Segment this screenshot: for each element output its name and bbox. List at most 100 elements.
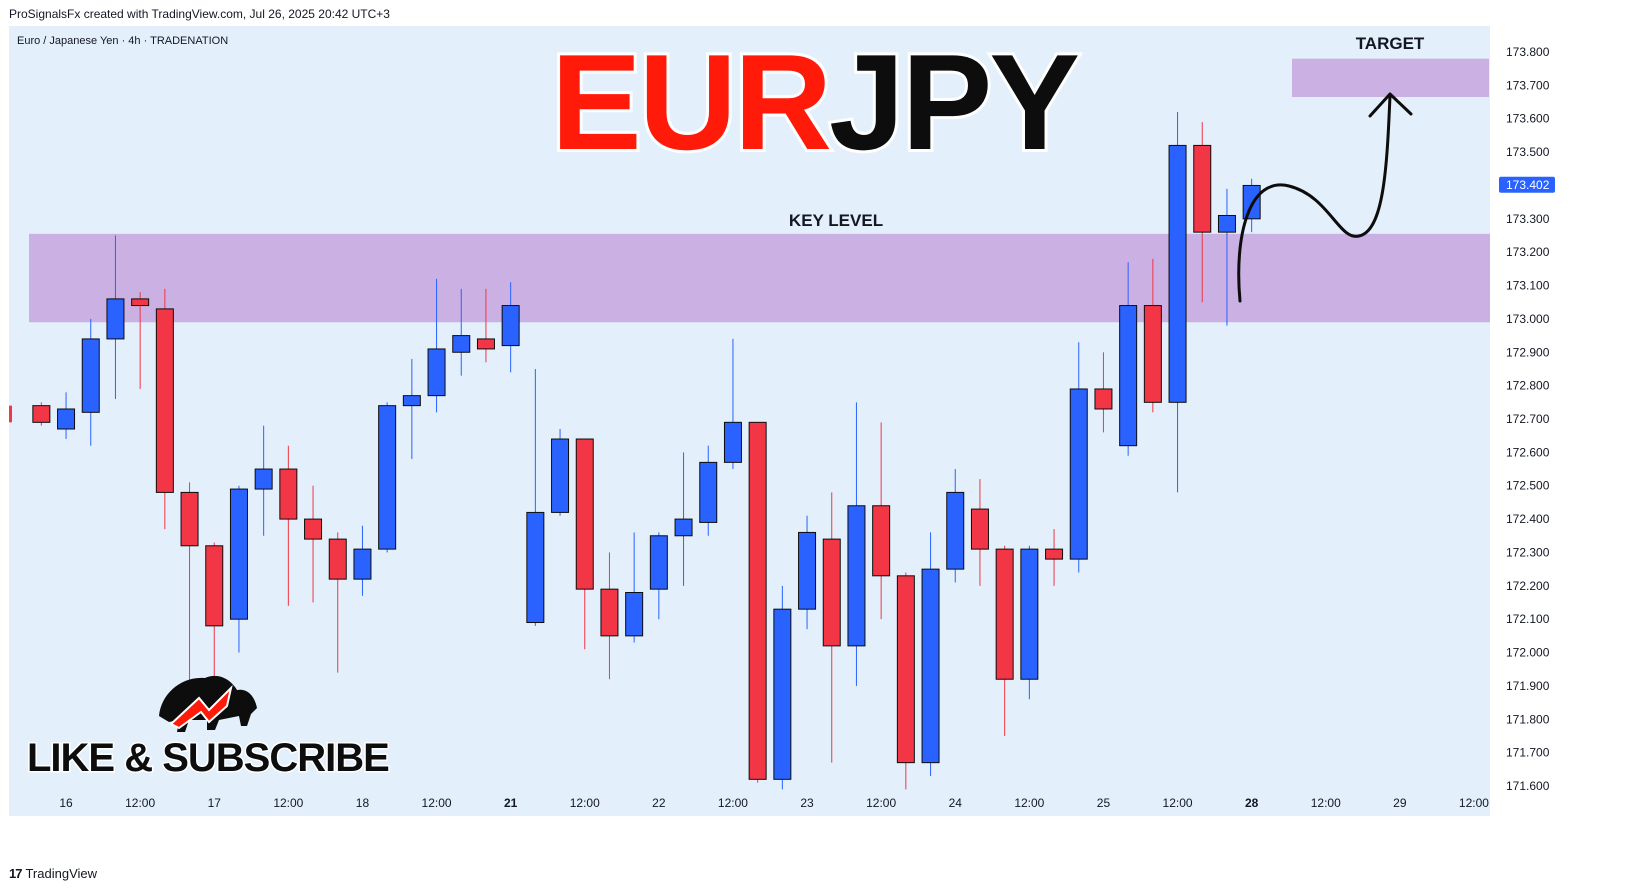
price-axis[interactable]: 173.800173.700173.600173.500173.400173.3…: [1499, 45, 1555, 793]
chart-area[interactable]: Euro / Japanese Yen · 4h · TRADENATION K…: [9, 23, 1643, 856]
candle-down[interactable]: [155, 288, 174, 530]
candle-up[interactable]: [353, 525, 372, 596]
price-tick-label: 171.600: [1506, 779, 1550, 793]
price-tick-label: 172.700: [1506, 412, 1550, 426]
candle-down[interactable]: [328, 532, 347, 673]
candle-body: [649, 535, 668, 590]
candle-up[interactable]: [526, 368, 545, 626]
projection-arrow-path: [1237, 94, 1392, 303]
candle-down[interactable]: [476, 288, 495, 363]
candle-body: [353, 548, 372, 580]
candle-body: [526, 511, 545, 624]
key-level-zone[interactable]: [29, 233, 1490, 323]
candle-up[interactable]: [1020, 545, 1039, 700]
price-tick-label: 172.400: [1506, 512, 1550, 526]
candle-body: [180, 491, 199, 547]
candle-body: [822, 538, 841, 647]
candle-up[interactable]: [1217, 188, 1236, 326]
price-tick-label: 172.200: [1506, 579, 1550, 593]
candle-up[interactable]: [1168, 112, 1187, 493]
candle-up[interactable]: [773, 585, 792, 790]
candle-down[interactable]: [131, 292, 150, 389]
candle-up[interactable]: [946, 469, 965, 583]
candle-up[interactable]: [402, 358, 421, 460]
candle-down[interactable]: [970, 479, 989, 586]
time-tick-label: 18: [356, 796, 370, 810]
price-tick-label: 173.200: [1506, 245, 1550, 259]
target-zone[interactable]: [1292, 58, 1489, 98]
candle-body: [1168, 144, 1187, 403]
candle-body: [328, 538, 347, 580]
candle-body: [229, 488, 248, 620]
candle-body: [1045, 548, 1064, 560]
candle-up[interactable]: [81, 318, 100, 446]
candle-up[interactable]: [699, 445, 718, 536]
candle-down[interactable]: [304, 485, 323, 603]
tradingview-logo[interactable]: 17 TradingView: [9, 866, 97, 881]
candle-up[interactable]: [625, 532, 644, 643]
candle-down[interactable]: [748, 421, 767, 783]
tradingview-logo-icon: 17: [9, 866, 23, 881]
candle-up[interactable]: [723, 338, 742, 470]
time-tick-label: 24: [949, 796, 963, 810]
candle-up[interactable]: [798, 515, 817, 630]
candle-up[interactable]: [106, 235, 125, 399]
candle-down[interactable]: [995, 545, 1014, 736]
candle-body: [773, 608, 792, 780]
candle-down[interactable]: [1094, 352, 1113, 433]
candle-body: [254, 468, 273, 490]
price-tick-label: 172.500: [1506, 479, 1550, 493]
candle-body: [378, 405, 397, 550]
candle-up[interactable]: [254, 425, 273, 536]
price-tick-label: 173.000: [1506, 312, 1550, 326]
candle-up[interactable]: [378, 402, 397, 553]
time-tick-label: 29: [1393, 796, 1407, 810]
candle-up[interactable]: [551, 429, 570, 516]
title-jpy: JPY: [829, 26, 1078, 178]
candle-body: [575, 438, 594, 590]
price-tick-label: 171.800: [1506, 712, 1550, 726]
candle-down[interactable]: [872, 422, 891, 620]
last-price-label: 173.402: [1506, 178, 1550, 192]
candle-up[interactable]: [427, 278, 446, 413]
candle-down[interactable]: [1045, 529, 1064, 586]
candle-up[interactable]: [847, 402, 866, 686]
candle-up[interactable]: [229, 485, 248, 653]
time-tick-label: 12:00: [1459, 796, 1489, 810]
candle-up[interactable]: [649, 532, 668, 620]
time-tick-label: 12:00: [866, 796, 896, 810]
candle-body: [452, 335, 471, 353]
candle-down[interactable]: [822, 492, 841, 763]
candle-down[interactable]: [1193, 122, 1212, 303]
time-axis[interactable]: 16 12:00 17 12:00 18 12:00 21 12:00 22 12:00 23 12:…: [59, 796, 1489, 810]
price-tick-label: 172.100: [1506, 612, 1550, 626]
candle-up[interactable]: [921, 532, 940, 776]
candle-up[interactable]: [1069, 342, 1088, 573]
candle-up[interactable]: [452, 288, 471, 376]
price-tick-label: 173.500: [1506, 145, 1550, 159]
candle-down[interactable]: [32, 402, 51, 426]
candle-down[interactable]: [1143, 258, 1162, 413]
candle-down[interactable]: [600, 552, 619, 680]
candle-up[interactable]: [1119, 262, 1138, 456]
like-subscribe-banner[interactable]: LIKE & SUBSCRIBE: [26, 735, 392, 782]
candlestick-chart[interactable]: Euro / Japanese Yen · 4h · TRADENATION K…: [9, 23, 1643, 856]
candle-down[interactable]: [279, 445, 298, 606]
candle-down[interactable]: [575, 438, 594, 650]
candle-up[interactable]: [57, 392, 76, 440]
chart-caption: ProSignalsFx created with TradingView.co…: [9, 7, 390, 21]
candle-body: [501, 305, 520, 347]
candle-series: [9, 112, 1261, 790]
candle-up[interactable]: [501, 282, 520, 373]
candle-body: [921, 568, 940, 764]
candle-up[interactable]: [674, 452, 693, 586]
candle-body: [1217, 214, 1236, 233]
time-tick-label: 12:00: [1163, 796, 1193, 810]
candle-up[interactable]: [1242, 178, 1261, 233]
candle-body: [81, 338, 100, 413]
candle-body: [205, 545, 224, 627]
candle-down[interactable]: [180, 482, 199, 710]
candle-down[interactable]: [896, 572, 915, 790]
time-tick-label: 22: [652, 796, 666, 810]
price-tick-label: 172.000: [1506, 646, 1550, 660]
